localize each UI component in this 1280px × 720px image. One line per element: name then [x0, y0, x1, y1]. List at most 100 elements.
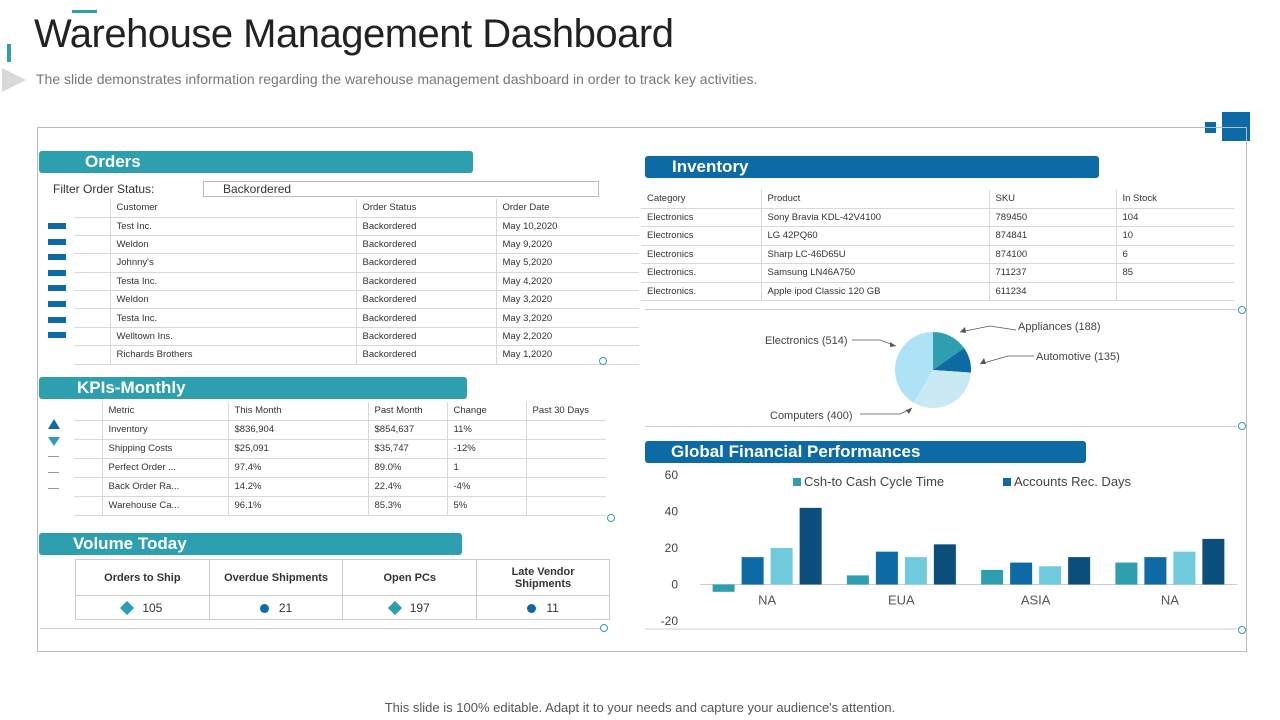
inventory-bottom-line [645, 309, 1237, 310]
inventory-cell [1115, 282, 1234, 301]
spacer-cell [74, 402, 102, 421]
spacer-cell [74, 253, 110, 273]
kpis-table: Metric This Month Past Month Change Past 30 … [74, 402, 606, 516]
inventory-row: Electronics Sharp LC-46D65U 874100 6 [641, 245, 1234, 264]
inventory-cell: Electronics. [641, 282, 761, 301]
spacer-cell [74, 327, 110, 347]
orders-cell: Test Inc. [109, 217, 356, 236]
dash-icon [48, 456, 59, 457]
kpis-row: Warehouse Ca... 96.1% 85.3% 5% [74, 496, 606, 516]
pie-arrow-electronics [890, 342, 896, 347]
spacer-cell [74, 458, 102, 478]
kpis-cell: Shipping Costs [101, 439, 228, 459]
y-tick-label: -20 [661, 614, 679, 628]
dash-icon [48, 472, 59, 473]
kpis-cell: 97.4% [227, 458, 368, 478]
bar-1-3 [933, 544, 956, 585]
orders-cell: Backordered [355, 345, 496, 365]
inventory-col-header: In Stock [1115, 190, 1234, 209]
bar-1-0 [846, 575, 869, 585]
spacer-cell [74, 217, 110, 236]
orders-cell: Weldon [109, 235, 356, 255]
row-marker [48, 285, 66, 292]
kpis-col-header: Change [446, 402, 526, 421]
row-marker [48, 332, 66, 339]
kpis-cell [525, 458, 606, 478]
bar-3-1 [1144, 557, 1167, 585]
pie-slice-automotive [933, 348, 971, 373]
volume-value-open-pcs: 197 [409, 600, 430, 615]
row-marker [48, 223, 66, 229]
spacer-cell [74, 199, 110, 218]
page-title: Warehouse Management Dashboard [34, 12, 674, 56]
pie-bottom-line [645, 426, 1237, 427]
header-accent-bar [7, 44, 11, 62]
inventory-cell: LG 42PQ60 [760, 226, 989, 246]
bar-2-3 [1068, 557, 1091, 585]
inventory-cell: 10 [1115, 226, 1234, 246]
orders-cell: Johnny's [109, 253, 356, 273]
bar-0-1 [741, 557, 764, 585]
warning-icon [48, 419, 60, 429]
orders-cell: Welltown Ins. [109, 327, 356, 347]
circle-icon [527, 603, 537, 613]
kpis-cell [525, 439, 606, 459]
legend-label: Accounts Rec. Days [1014, 474, 1132, 489]
spacer-cell [74, 308, 110, 328]
kpis-cell: $25,091 [227, 439, 368, 459]
kpis-cell: $836,904 [227, 420, 368, 440]
x-tick-label: EUA [888, 593, 915, 608]
kpis-cell: 22.4% [367, 477, 447, 497]
pie-end-marker [1238, 422, 1246, 430]
bar-2-2 [1039, 566, 1062, 585]
inventory-cell: Electronics [641, 208, 761, 227]
pie-arrow-computers [906, 408, 912, 414]
y-tick-label: 0 [671, 578, 678, 592]
volume-title: Volume Today [73, 534, 187, 553]
orders-cell: Backordered [355, 272, 496, 292]
orders-cell: Backordered [355, 290, 496, 310]
volume-cell: 105 [75, 595, 210, 620]
orders-row: Test Inc. Backordered May 10,2020 [74, 217, 639, 236]
orders-cell: May 2,2020 [495, 327, 639, 347]
inventory-col-header: SKU [988, 190, 1116, 209]
kpis-col-header: This Month [227, 402, 368, 421]
orders-cell: May 10,2020 [495, 217, 639, 236]
volume-value-orders-to-ship: 105 [142, 600, 163, 615]
orders-header-row: Customer Order Status Order Date [74, 199, 639, 218]
filter-value: Backordered [223, 182, 292, 196]
inventory-header: Inventory [645, 156, 1099, 178]
chart-end-marker [1238, 626, 1246, 634]
pie-label-electronics: Electronics (514) [765, 335, 848, 347]
kpis-end-marker [607, 514, 615, 522]
dash-icon [48, 488, 59, 489]
kpis-cell: 1 [446, 458, 526, 478]
row-marker [48, 269, 66, 276]
filter-select[interactable]: Backordered [203, 181, 599, 197]
orders-title: Orders [85, 152, 141, 171]
kpis-col-header: Past Month [367, 402, 447, 421]
volume-col-late-vendor-shipments: Late Vendor Shipments [476, 559, 610, 596]
kpis-row: Shipping Costs $25,091 $35,747 -12% [74, 439, 606, 459]
pie-leader-electronics [852, 339, 897, 347]
legend-label: Csh-to Cash Cycle Time [804, 474, 944, 489]
pie-slice-electronics [895, 332, 933, 403]
x-tick-label: ASIA [1021, 593, 1051, 608]
row-marker [48, 316, 66, 323]
arrow-icon [2, 68, 26, 92]
inventory-cell: 874841 [988, 226, 1116, 246]
kpis-header-row: Metric This Month Past Month Change Past 30 … [74, 402, 606, 421]
spacer-cell [74, 235, 110, 255]
kpis-cell: 89.0% [367, 458, 447, 478]
inventory-title: Inventory [672, 157, 749, 176]
diamond-icon [120, 601, 135, 616]
bar-3-3 [1202, 538, 1225, 585]
legend-swatch [793, 478, 801, 486]
circle-icon [259, 603, 269, 613]
orders-row: Weldon Backordered May 3,2020 [74, 290, 639, 310]
finance-title: Global Financial Performances [671, 442, 921, 461]
orders-col-header: Order Date [495, 199, 639, 218]
y-tick-label: 20 [665, 541, 679, 555]
kpis-cell: Back Order Ra... [101, 477, 228, 497]
bar-2-1 [1010, 562, 1033, 585]
